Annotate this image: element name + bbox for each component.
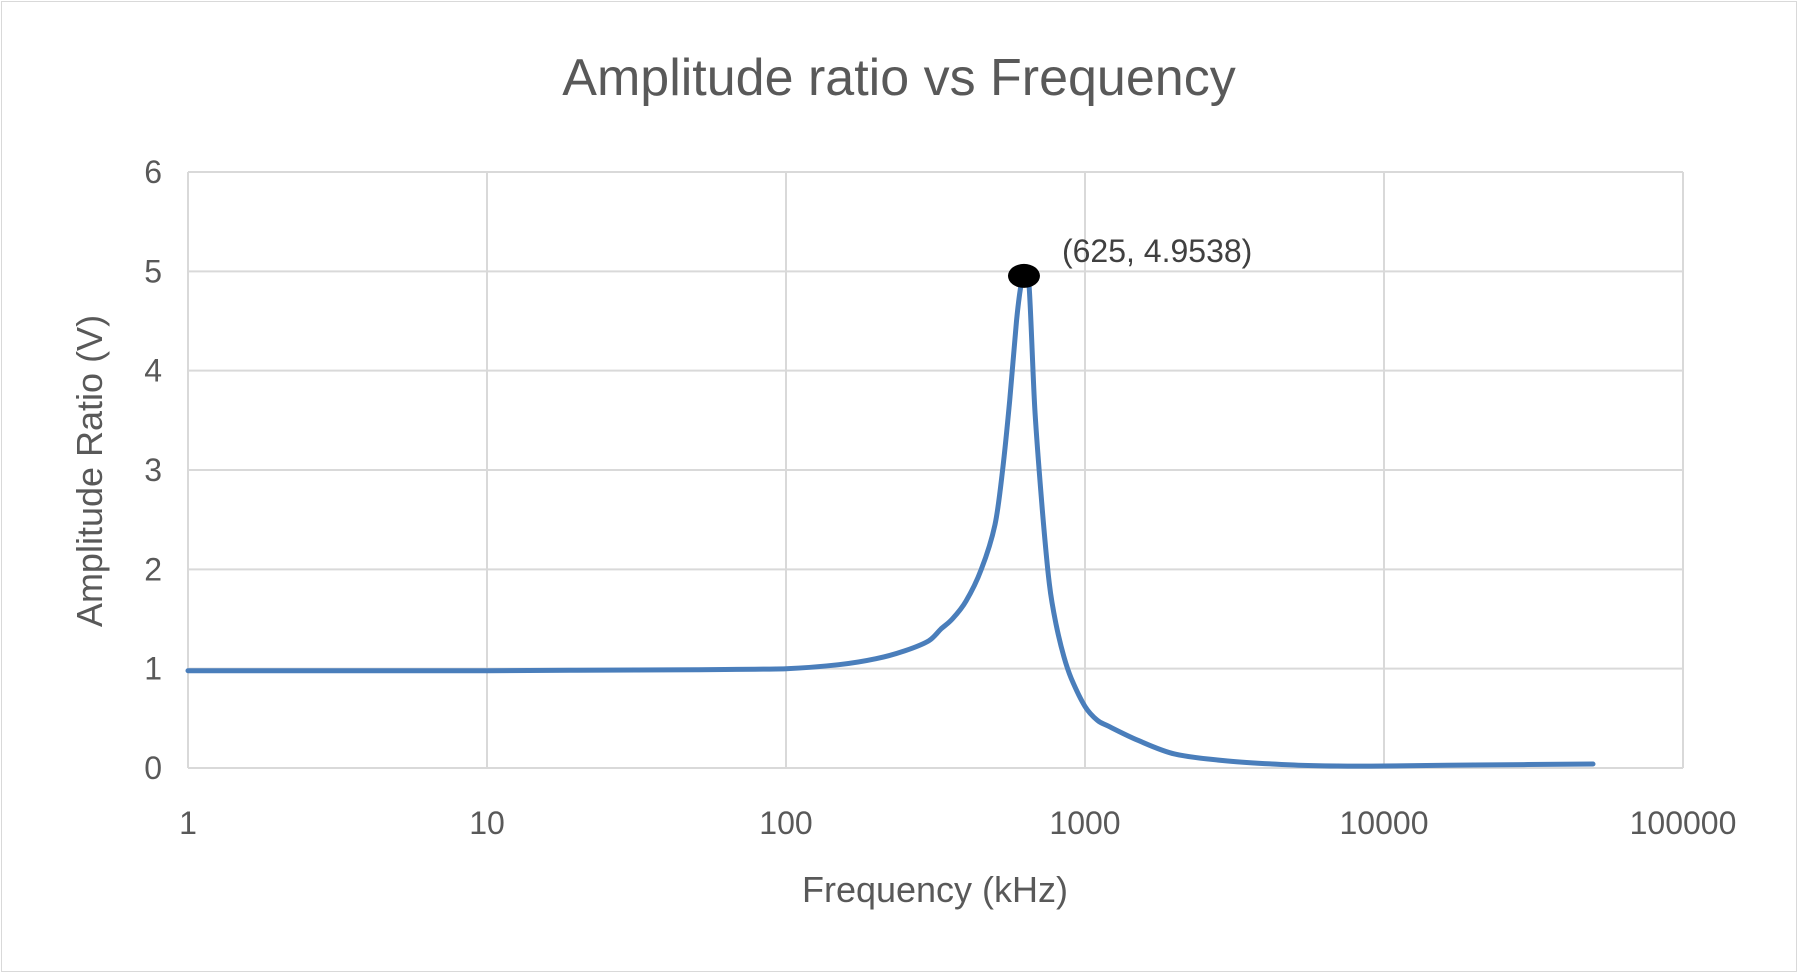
y-tick-label: 5 [144,253,162,289]
x-tick-label: 10000 [1340,805,1429,841]
gridlines [187,171,1684,769]
annotation-layer: (625, 4.9538) [1007,233,1252,288]
x-tick-label: 100000 [1630,805,1737,841]
y-tick-label: 0 [144,750,162,786]
y-tick-label: 4 [144,353,162,389]
x-tick-label: 1 [179,805,197,841]
y-axis-label: Amplitude Ratio (V) [69,315,110,627]
y-tick-label: 2 [144,551,162,587]
peak-label: (625, 4.9538) [1062,233,1252,269]
series-line [185,271,1596,769]
y-tick-label: 1 [144,651,162,687]
y-tick-label: 3 [144,452,162,488]
x-axis-ticks: 1 10 100 1000 10000 100000 [179,805,1736,841]
x-axis-label: Frequency (kHz) [802,869,1068,910]
chart-title: Amplitude ratio vs Frequency [562,49,1235,107]
x-tick-label: 100 [759,805,812,841]
series-layer [185,271,1596,769]
x-tick-label: 1000 [1049,805,1120,841]
y-tick-label: 6 [144,154,162,190]
peak-marker [1007,263,1040,288]
y-axis-ticks: 0 1 2 3 4 5 6 [144,154,162,786]
x-tick-label: 10 [469,805,505,841]
